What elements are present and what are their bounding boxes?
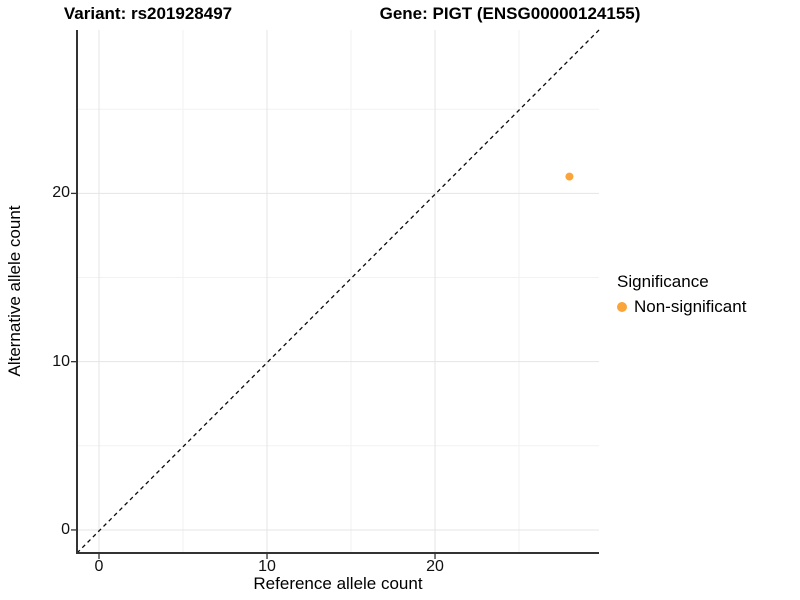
legend: Significance Non-significant xyxy=(617,272,746,317)
x-axis-title: Reference allele count xyxy=(253,574,423,593)
y-tick-label: 0 xyxy=(61,520,70,538)
y-axis-title: Alternative allele count xyxy=(5,205,24,377)
gene-title: Gene: PIGT (ENSG00000124155) xyxy=(379,4,641,23)
y-tick-label: 20 xyxy=(52,184,70,202)
legend-title: Significance xyxy=(617,272,709,291)
identity-dashed-line xyxy=(76,29,600,554)
y-tick-label: 10 xyxy=(52,352,70,370)
legend-item-label: Non-significant xyxy=(634,297,747,316)
x-tick-label: 20 xyxy=(426,558,444,575)
data-point xyxy=(565,172,574,181)
legend-point-swatch-icon xyxy=(617,302,627,312)
x-tick-label: 10 xyxy=(258,558,276,575)
x-tick-label: 0 xyxy=(94,558,104,575)
legend-item-non-significant: Non-significant xyxy=(617,297,746,317)
variant-title: Variant: rs201928497 xyxy=(63,4,233,23)
